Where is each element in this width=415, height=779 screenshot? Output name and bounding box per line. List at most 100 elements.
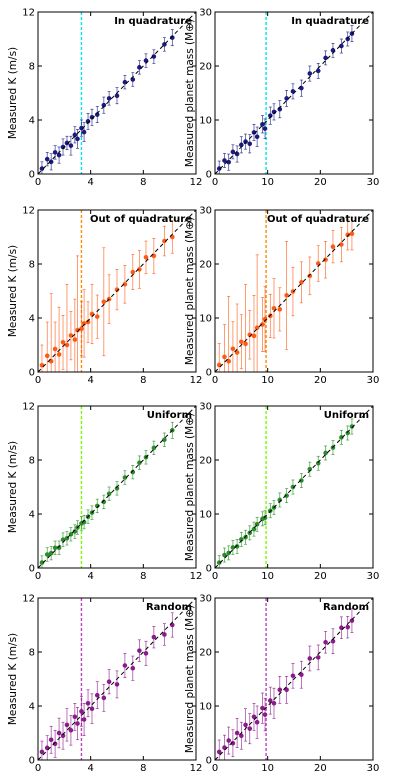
- marker: [323, 450, 328, 456]
- marker: [262, 126, 268, 131]
- data-point: [271, 687, 277, 719]
- marker: [222, 745, 227, 750]
- marker: [75, 721, 80, 726]
- marker: [151, 634, 157, 640]
- panel-label: Random: [323, 602, 369, 613]
- y-tick-label: 0: [29, 368, 35, 379]
- marker: [284, 293, 289, 298]
- marker: [52, 150, 58, 155]
- data-point: [222, 547, 227, 563]
- marker: [226, 550, 231, 556]
- marker: [271, 305, 277, 311]
- axes-frame: [214, 209, 374, 373]
- data-point: [79, 301, 84, 357]
- data-point: [151, 238, 157, 274]
- x-tick-label: 30: [367, 763, 380, 774]
- plot-area: [215, 12, 373, 174]
- y-axis-label: Measured K (m/s): [7, 47, 19, 139]
- data-point: [81, 289, 87, 358]
- data-point: [75, 707, 80, 741]
- y-tick-label: 10: [199, 510, 212, 521]
- marker: [234, 544, 240, 549]
- data-point: [268, 106, 273, 125]
- marker: [284, 96, 289, 101]
- marker: [307, 273, 313, 279]
- data-point: [277, 100, 283, 119]
- marker: [64, 722, 70, 728]
- data-point: [226, 296, 231, 372]
- data-point: [323, 50, 328, 66]
- marker: [39, 749, 45, 755]
- y-tick-label: 10: [199, 314, 212, 325]
- data-point: [72, 126, 78, 144]
- data-point: [170, 220, 175, 254]
- marker: [60, 537, 66, 542]
- data-point: [315, 62, 321, 79]
- marker: [243, 722, 248, 728]
- data-point: [323, 241, 328, 279]
- data-point: [299, 660, 304, 689]
- x-tick-label: 12: [190, 763, 203, 774]
- x-tick-label: 4: [87, 177, 93, 188]
- data-point: [68, 135, 74, 156]
- y-tick-label: 20: [199, 456, 212, 467]
- data-point: [226, 153, 231, 171]
- marker: [277, 687, 283, 693]
- marker: [247, 726, 253, 731]
- marker: [162, 632, 167, 637]
- y-tick-label: 4: [29, 702, 35, 713]
- y-tick-label: 20: [199, 62, 212, 73]
- data-point: [323, 631, 328, 654]
- data-point: [101, 247, 107, 357]
- marker: [247, 141, 253, 147]
- one-to-one-line: [38, 598, 196, 760]
- marker: [315, 68, 321, 74]
- marker: [260, 705, 265, 711]
- marker: [277, 307, 283, 312]
- data-point: [137, 250, 142, 289]
- marker: [230, 545, 236, 550]
- marker: [216, 362, 222, 368]
- marker: [222, 354, 227, 360]
- axes-frame: [37, 405, 197, 569]
- data-point: [44, 152, 50, 167]
- marker: [56, 730, 62, 736]
- data-point: [143, 53, 149, 68]
- panel-label: Uniform: [147, 410, 192, 421]
- marker: [130, 77, 136, 82]
- marker: [151, 253, 157, 259]
- data-point: [106, 486, 112, 501]
- data-point: [260, 297, 265, 352]
- marker: [170, 234, 175, 240]
- one-to-one-line: [215, 406, 373, 568]
- x-tick-label: 0: [35, 763, 41, 774]
- data-point: [56, 306, 62, 372]
- x-tick-label: 12: [190, 375, 203, 386]
- marker: [226, 738, 231, 743]
- marker: [52, 545, 58, 551]
- data-point: [339, 226, 344, 263]
- marker: [323, 55, 328, 61]
- y-tick-label: 20: [199, 648, 212, 659]
- plot-area: [215, 598, 373, 760]
- data-point: [290, 663, 296, 689]
- marker: [48, 550, 54, 556]
- marker: [56, 352, 62, 357]
- one-to-one-line: [215, 12, 373, 174]
- data-point: [349, 608, 355, 633]
- data-point: [162, 37, 167, 52]
- marker: [345, 430, 351, 436]
- marker: [271, 701, 277, 706]
- marker: [239, 339, 244, 345]
- marker: [44, 353, 50, 359]
- x-tick-label: 0: [212, 375, 218, 386]
- data-point: [222, 153, 227, 168]
- x-tick-label: 30: [367, 571, 380, 582]
- marker: [81, 717, 87, 722]
- one-to-one-line: [38, 210, 196, 372]
- data-point: [94, 294, 100, 339]
- data-point: [68, 310, 74, 361]
- data-point: [234, 145, 240, 163]
- panel-2-0: 0 4 8 12 0 4 8 12 Uniform Measured K (m/s): [7, 402, 202, 583]
